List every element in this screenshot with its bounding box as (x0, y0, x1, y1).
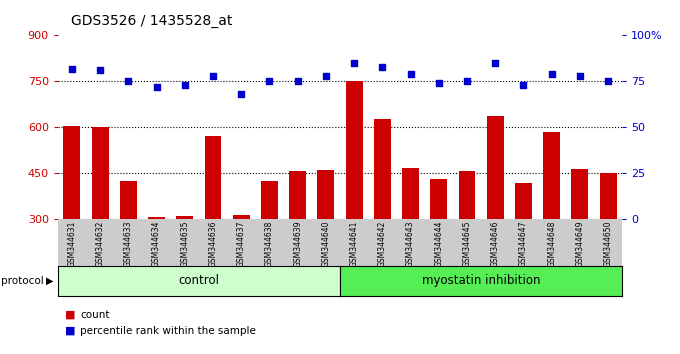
Bar (374, 119, 391, 219)
Point (405, 71, 416, 77)
Point (123, 79, 134, 84)
Text: GSM344642: GSM344642 (378, 221, 387, 267)
Bar (345, 81, 362, 219)
Bar (458, 171, 475, 219)
Point (67, 66, 78, 72)
Text: GSM344645: GSM344645 (462, 221, 471, 267)
Point (546, 71, 557, 77)
Bar (571, 169, 588, 219)
Point (518, 82, 529, 88)
Text: GSM344633: GSM344633 (124, 221, 133, 267)
Text: GSM344631: GSM344631 (67, 221, 76, 267)
Point (236, 91, 247, 97)
Text: GDS3526 / 1435528_at: GDS3526 / 1435528_at (71, 14, 233, 28)
Text: GSM344640: GSM344640 (322, 221, 330, 267)
Text: myostatin inhibition: myostatin inhibition (422, 274, 541, 287)
Bar (233, 215, 250, 219)
Bar (148, 217, 165, 219)
Text: count: count (80, 310, 109, 320)
Point (151, 84, 162, 90)
Bar (430, 179, 447, 219)
Text: GSM344638: GSM344638 (265, 221, 274, 267)
Text: GSM344636: GSM344636 (209, 221, 218, 267)
Bar (120, 181, 137, 219)
Text: GSM344643: GSM344643 (406, 221, 415, 267)
Text: ■: ■ (65, 326, 75, 336)
Point (207, 73, 218, 79)
Bar (543, 132, 560, 219)
Text: ■: ■ (65, 310, 75, 320)
Point (292, 79, 303, 84)
Bar (402, 168, 419, 219)
Text: GSM344649: GSM344649 (575, 221, 584, 267)
Bar (176, 216, 193, 219)
Text: GSM344650: GSM344650 (604, 221, 613, 267)
Bar (600, 173, 617, 219)
Point (462, 79, 473, 84)
Text: GSM344639: GSM344639 (293, 221, 302, 267)
Text: control: control (178, 274, 220, 287)
Point (433, 80, 444, 86)
Text: GSM344644: GSM344644 (435, 221, 443, 267)
Bar (205, 136, 222, 219)
Text: GSM344647: GSM344647 (519, 221, 528, 267)
Text: protocol: protocol (1, 275, 44, 286)
Point (180, 82, 190, 88)
Point (575, 73, 585, 79)
Text: GSM344646: GSM344646 (491, 221, 500, 267)
Point (95, 68, 105, 73)
Text: ▶: ▶ (46, 275, 54, 286)
Text: GSM344634: GSM344634 (152, 221, 161, 267)
Point (349, 60, 360, 66)
Bar (261, 181, 278, 219)
Point (602, 79, 613, 84)
Bar (487, 116, 504, 219)
Bar (318, 170, 335, 219)
Text: GSM344632: GSM344632 (96, 221, 105, 267)
Text: percentile rank within the sample: percentile rank within the sample (80, 326, 256, 336)
Bar (63, 126, 80, 219)
Text: GSM344641: GSM344641 (350, 221, 358, 267)
Bar (92, 127, 109, 219)
Text: GSM344648: GSM344648 (547, 221, 556, 267)
Bar (289, 171, 306, 219)
Point (490, 60, 500, 66)
Point (264, 79, 275, 84)
Text: GSM344635: GSM344635 (180, 221, 189, 267)
Bar (515, 183, 532, 219)
Point (377, 64, 388, 69)
Point (320, 73, 331, 79)
Text: GSM344637: GSM344637 (237, 221, 245, 267)
